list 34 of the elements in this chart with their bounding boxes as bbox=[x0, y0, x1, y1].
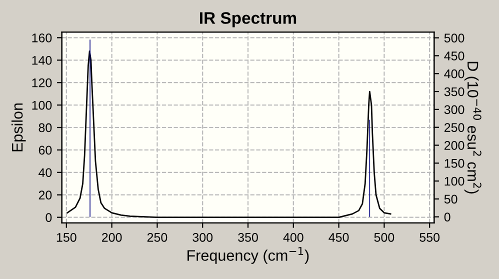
y2-tick-label: 0 bbox=[444, 212, 450, 222]
y-tick-label: 120 bbox=[32, 78, 52, 88]
x-tick-label: 350 bbox=[238, 232, 258, 242]
y-tick-label: 60 bbox=[38, 146, 52, 155]
chart-title: IR Spectrum bbox=[200, 12, 296, 28]
y2-tick-label: 350 bbox=[444, 87, 464, 96]
y2-tick-label: 500 bbox=[444, 34, 464, 42]
y2-tick-label: 100 bbox=[444, 176, 464, 186]
line-series bbox=[66, 50, 392, 218]
x-tick-label: 200 bbox=[102, 232, 122, 242]
x-tick-label: 150 bbox=[56, 232, 76, 242]
y2-tick-label: 200 bbox=[444, 141, 464, 150]
y-tick-label: 40 bbox=[38, 168, 52, 178]
y-tick-label: 0 bbox=[46, 213, 52, 222]
y2-tick-label: 450 bbox=[444, 52, 464, 60]
y2-tick-label: 50 bbox=[444, 194, 458, 204]
y-tick-label: 140 bbox=[32, 56, 52, 65]
x-tick-label: 500 bbox=[374, 232, 394, 242]
y-tick-label: 100 bbox=[32, 100, 52, 110]
x-tick-label: 550 bbox=[420, 232, 440, 242]
x-tick-label: 250 bbox=[147, 232, 168, 242]
y2-axis-title: D (10$^{−40}$ esu$^{2}$ cm$^{2}$) bbox=[464, 62, 482, 194]
y-axis-title: Epsilon bbox=[12, 103, 26, 152]
y-tick-label: 20 bbox=[38, 190, 52, 200]
x-tick-label: 450 bbox=[328, 232, 349, 242]
x-tick-label: 400 bbox=[283, 232, 304, 242]
y2-tick-label: 300 bbox=[444, 105, 464, 114]
y-tick-label: 160 bbox=[32, 34, 52, 42]
y2-tick-label: 250 bbox=[444, 123, 464, 132]
x-tick-label: 300 bbox=[192, 232, 213, 242]
y2-tick-label: 150 bbox=[444, 158, 464, 168]
x-axis-title: Frequency (cm$^{−1}$) bbox=[188, 247, 309, 264]
y-tick-label: 80 bbox=[38, 123, 52, 132]
y2-tick-label: 400 bbox=[444, 69, 464, 78]
